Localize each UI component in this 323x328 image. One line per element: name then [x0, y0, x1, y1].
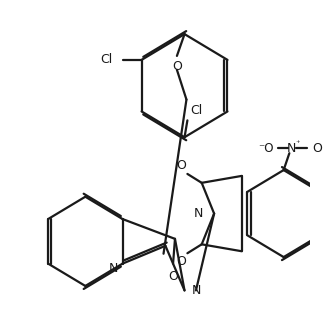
Text: Cl: Cl: [101, 53, 113, 66]
Text: O: O: [176, 159, 186, 173]
Text: Cl: Cl: [190, 104, 203, 117]
Text: ⁺: ⁺: [296, 139, 300, 148]
Text: N: N: [287, 142, 296, 155]
Text: N: N: [193, 207, 203, 220]
Text: O: O: [168, 270, 178, 283]
Text: ⁻O: ⁻O: [259, 142, 274, 155]
Text: O: O: [312, 142, 322, 155]
Text: O: O: [172, 60, 182, 73]
Text: N: N: [192, 284, 202, 297]
Text: O: O: [176, 255, 186, 268]
Text: N: N: [108, 262, 118, 275]
